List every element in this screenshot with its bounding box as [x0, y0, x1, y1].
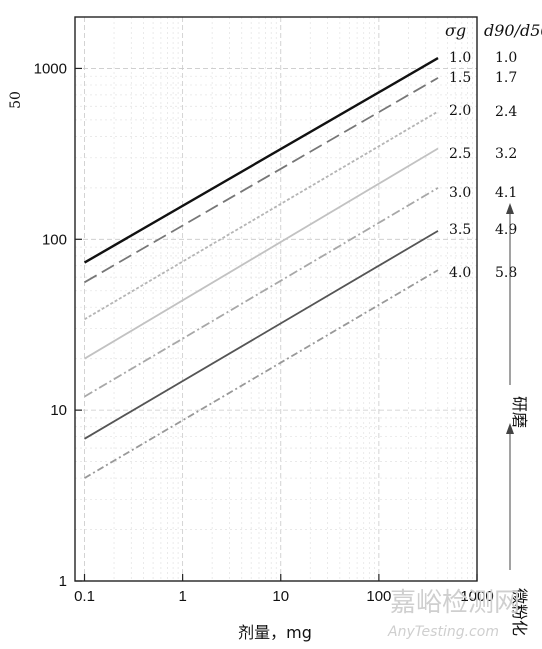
x-tick-label: 1000: [460, 588, 493, 605]
x-tick-label: 10: [272, 588, 289, 605]
x-tick-label: 100: [366, 588, 391, 605]
x-tick-label: 1: [178, 588, 186, 605]
arrow-label-lower: 微粉化: [510, 588, 529, 636]
plot-frame: [74, 16, 478, 582]
y-tick-label: 1: [59, 573, 67, 590]
ratio-header: d90/d50: [484, 21, 542, 40]
series-line-3: [84, 110, 439, 321]
series-labels: 1.0 1.0 1.5 1.7 2.0 2.4 2.5 3.2 3.0 4.1 3.5 4.9 4.0 5…: [449, 50, 517, 281]
watermark-text: 嘉峪检测网: [390, 588, 520, 618]
sigma-label: 2.5: [449, 146, 471, 162]
sigma-label: 3.0: [449, 185, 471, 201]
y-axis-label: 50: [8, 91, 24, 109]
ratio-label: 2.4: [495, 104, 517, 120]
upper-arrow: [506, 203, 514, 385]
series-line-7: [84, 269, 439, 479]
arrow-label-upper: 研磨: [510, 396, 529, 428]
ratio-label: 4.1: [495, 185, 517, 201]
series-line-5: [84, 187, 439, 398]
sigma-label: 1.5: [449, 70, 471, 86]
ratio-label: 4.9: [495, 222, 517, 238]
lower-arrow: [506, 423, 514, 570]
series: [83, 57, 439, 479]
watermark-url: AnyTesting.com: [387, 624, 499, 640]
sigma-label: 2.0: [449, 103, 471, 119]
sigma-label: 3.5: [449, 222, 471, 238]
ticks: 0.1 1 10 100 1000 1 10 100 1000: [34, 60, 494, 605]
y-tick-label: 10: [50, 402, 67, 419]
sigma-label: 1.0: [449, 50, 471, 66]
ratio-label: 3.2: [495, 146, 517, 162]
series-line-4: [84, 147, 439, 360]
grid: [75, 16, 478, 582]
y-tick-label: 1000: [34, 60, 67, 77]
sigma-header: σg: [445, 21, 466, 40]
series-line-1: [83, 57, 439, 264]
ratio-label: 5.8: [495, 265, 517, 281]
ratio-label: 1.7: [495, 70, 517, 86]
ratio-label: 1.0: [495, 50, 517, 66]
sigma-label: 4.0: [449, 265, 471, 281]
series-line-2: [84, 77, 439, 284]
x-axis-label: 剂量，mg: [238, 623, 312, 642]
y-tick-label: 100: [42, 231, 67, 248]
series-line-6: [84, 230, 439, 440]
x-tick-label: 0.1: [74, 588, 95, 605]
